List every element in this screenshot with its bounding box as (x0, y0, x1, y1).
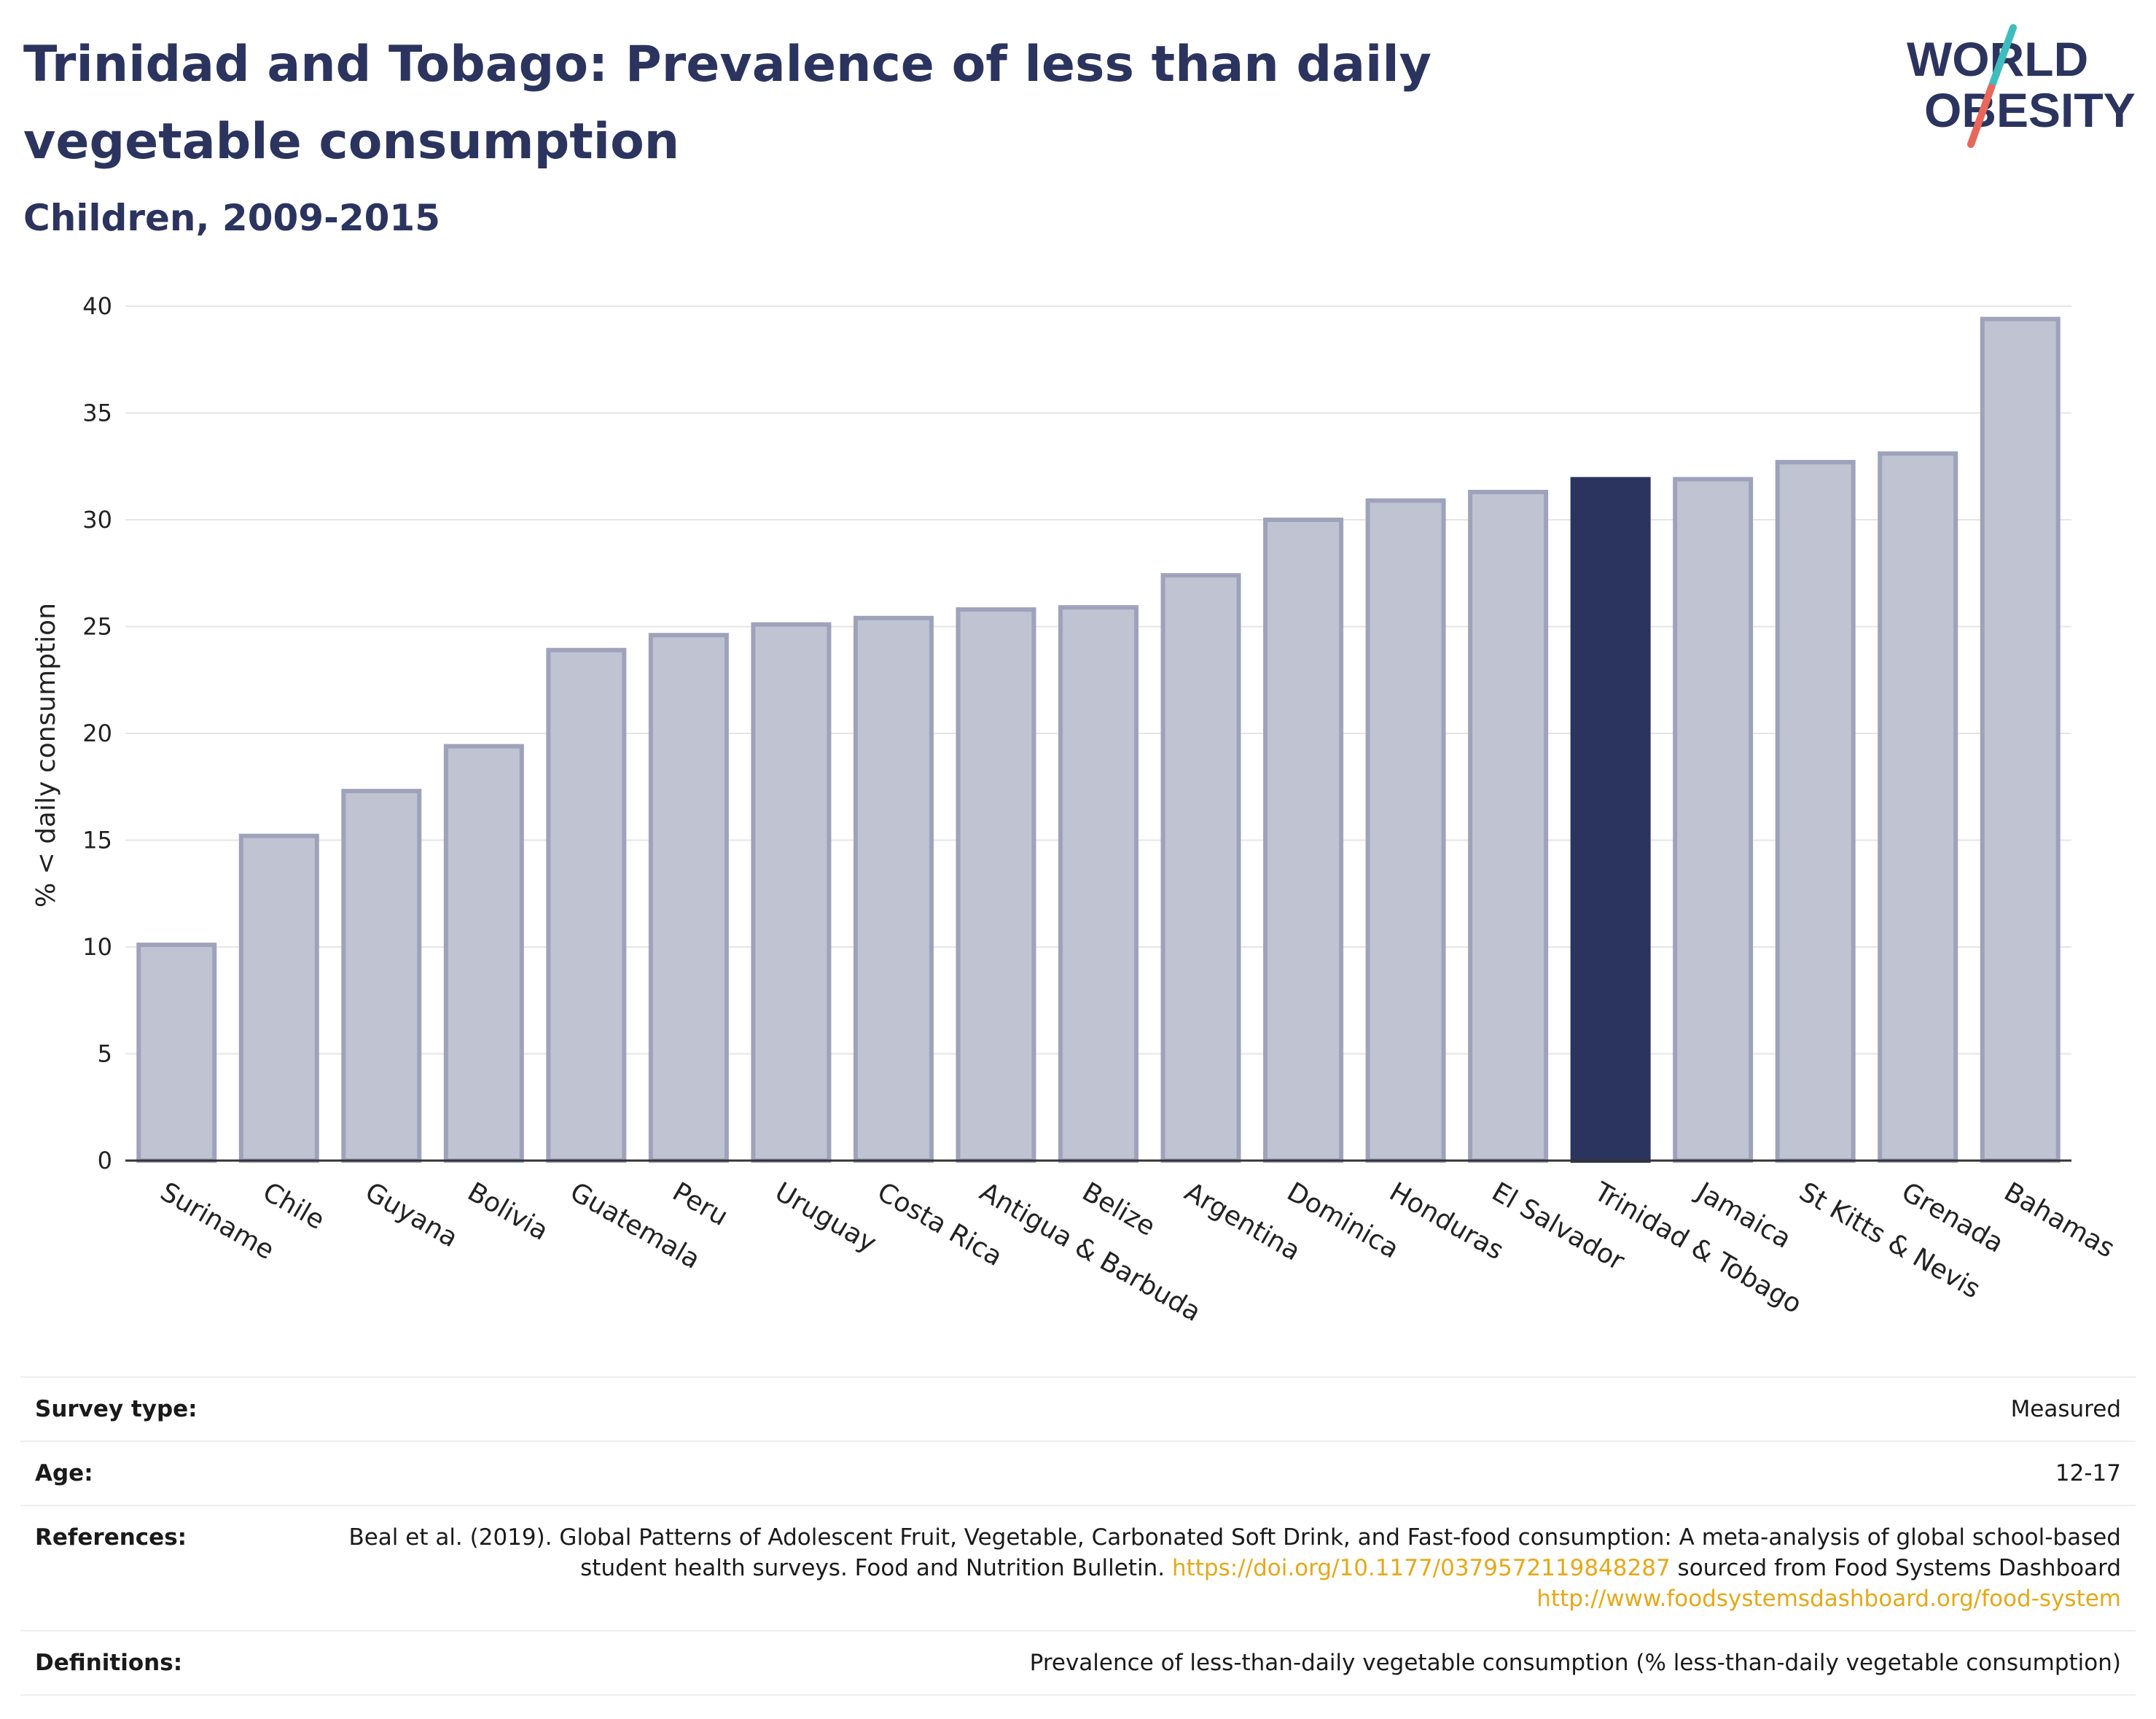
references-value: Beal et al. (2019). Global Patterns of A… (327, 1522, 2121, 1614)
references-dashboard-link[interactable]: http://www.foodsystemsdashboard.org/food… (1536, 1586, 2121, 1612)
y-tick-label: 5 (98, 1040, 112, 1068)
x-tick-label: Bahamas (1999, 1177, 2120, 1263)
bar-st-kitts-nevis[interactable] (1775, 459, 1856, 1163)
bar-bolivia[interactable] (443, 744, 524, 1163)
bar-chile[interactable] (238, 833, 319, 1163)
x-tick-label: Suriname (155, 1177, 279, 1266)
bar-guatemala[interactable] (546, 647, 627, 1163)
references-source: sourced from Food Systems Dashboard (1677, 1555, 2121, 1581)
references-text: Beal et al. (2019). Global Patterns of A… (348, 1524, 2121, 1581)
y-tick-label: 35 (82, 399, 112, 427)
y-tick-label: 20 (82, 720, 112, 747)
bar-argentina[interactable] (1160, 573, 1241, 1163)
y-tick-label: 10 (82, 933, 112, 961)
logo-line-2: OBESITY (1924, 83, 2136, 137)
x-tick-label: Belize (1077, 1177, 1160, 1242)
logo-slash-red (1967, 84, 1995, 148)
x-tick-label: Bolivia (463, 1177, 554, 1247)
bar-guyana[interactable] (341, 789, 422, 1163)
y-tick-label: 0 (98, 1147, 112, 1174)
x-tick-label: St Kitts & Nevis (1794, 1177, 1985, 1304)
bar-trinidad-tobago[interactable] (1570, 477, 1651, 1163)
y-tick-label: 30 (82, 506, 112, 534)
age-row: Age: 12-17 (20, 1441, 2136, 1505)
bar-uruguay[interactable] (751, 622, 832, 1163)
bar-el-salvador[interactable] (1468, 489, 1549, 1163)
age-label: Age: (35, 1460, 93, 1486)
references-label: References: (35, 1524, 187, 1551)
logo-slash-teal (1988, 24, 2017, 91)
x-tick-label: Dominica (1282, 1177, 1404, 1264)
world-obesity-logo: WORLD OBESITY (1907, 24, 2136, 148)
bar-jamaica[interactable] (1673, 477, 1754, 1163)
bar-belize[interactable] (1058, 605, 1138, 1163)
survey-type-row: Survey type: Measured (20, 1376, 2136, 1441)
y-tick-label: 40 (82, 292, 112, 320)
references-doi-link[interactable]: https://doi.org/10.1177/0379572119848287 (1171, 1555, 1671, 1581)
survey-type-label: Survey type: (35, 1396, 198, 1422)
x-tick-label: Argentina (1179, 1177, 1305, 1266)
bar-antigua-barbuda[interactable] (956, 607, 1036, 1163)
bar-bahamas[interactable] (1980, 316, 2061, 1163)
x-tick-label: Guyana (360, 1177, 463, 1253)
y-tick-label: 15 (82, 827, 112, 854)
y-tick-label: 25 (82, 613, 112, 641)
definitions-row: Definitions: Prevalence of less-than-dai… (20, 1630, 2136, 1696)
y-tick-labels: 0 5 10 15 20 25 30 35 40 (82, 292, 112, 1174)
y-axis-label: % < daily consumption (31, 603, 61, 908)
bar-costa-rica[interactable] (853, 615, 934, 1163)
chart-title: Trinidad and Tobago: Prevalence of less … (23, 36, 1432, 171)
definitions-value: Prevalence of less-than-daily vegetable … (1029, 1650, 2121, 1676)
x-tick-label: Honduras (1384, 1177, 1508, 1266)
x-tick-label: Chile (257, 1177, 329, 1236)
bars (136, 316, 2061, 1163)
x-tick-label: Uruguay (770, 1177, 881, 1258)
chart-subtitle: Children, 2009-2015 (23, 197, 440, 239)
references-row: References: Beal et al. (2019). Global P… (20, 1505, 2136, 1630)
bar-suriname[interactable] (136, 943, 217, 1163)
age-value: 12-17 (2055, 1460, 2121, 1486)
survey-type-value: Measured (2010, 1396, 2121, 1422)
definitions-label: Definitions: (35, 1650, 183, 1676)
bar-dominica[interactable] (1263, 518, 1344, 1163)
metadata-table: Survey type: Measured Age: 12-17 Referen… (20, 1376, 2136, 1696)
x-tick-label: Peru (668, 1177, 733, 1232)
bar-honduras[interactable] (1365, 498, 1446, 1163)
bar-grenada[interactable] (1878, 451, 1958, 1163)
bar-peru[interactable] (648, 633, 729, 1163)
